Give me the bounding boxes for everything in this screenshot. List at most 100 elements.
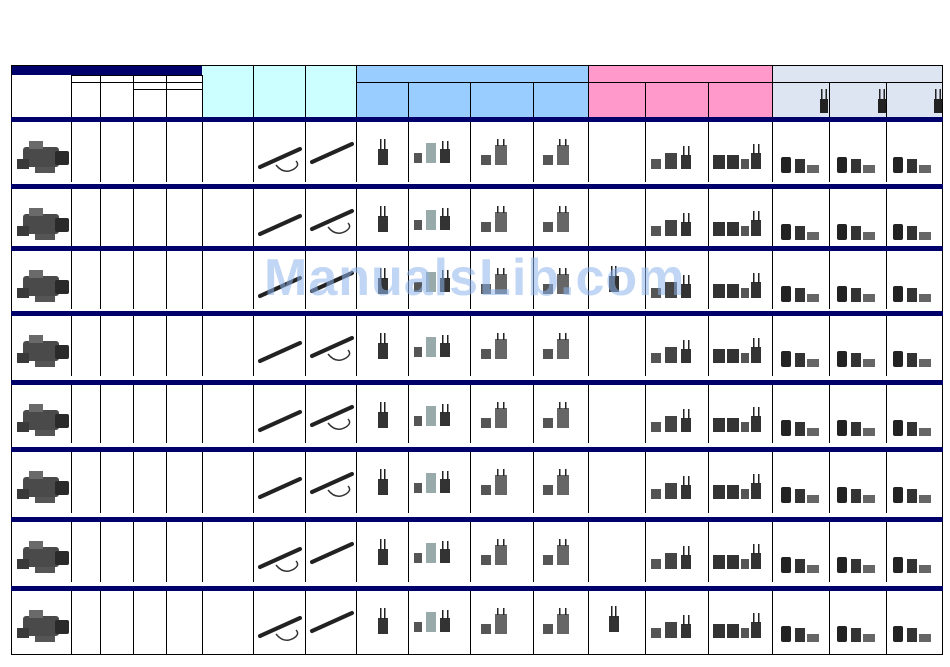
transmitter-kit-icon	[893, 286, 931, 302]
grid-line	[533, 189, 534, 246]
grid-line	[253, 65, 254, 117]
shotgun-mic-icon	[258, 276, 302, 298]
grid-line	[533, 522, 534, 582]
receiver-set-icon	[481, 402, 507, 428]
grid-line	[470, 385, 471, 443]
shotgun-mic-icon	[310, 142, 354, 164]
receiver-icon	[609, 266, 619, 292]
transmitter-kit-icon	[781, 286, 819, 302]
header-band-blue-top	[356, 65, 588, 82]
row-divider	[11, 447, 943, 452]
grid-line	[11, 65, 12, 655]
grid-line	[202, 251, 203, 309]
receiver-set-icon	[414, 541, 450, 563]
camcorder-icon	[17, 335, 69, 367]
grid-line	[202, 452, 203, 513]
grid-line	[71, 251, 72, 309]
receiver-set-icon	[414, 208, 450, 230]
grid-line	[305, 316, 306, 376]
grid-line	[305, 591, 306, 655]
receiver-set-icon	[481, 333, 507, 359]
grid-line	[100, 385, 101, 443]
grid-line	[71, 452, 72, 513]
grid-line	[71, 189, 72, 246]
grid-line	[166, 122, 167, 182]
receiver-set-icon	[543, 469, 569, 495]
transmitter-kit-icon	[781, 626, 819, 642]
grid-line	[772, 122, 773, 182]
receiver-set-icon	[543, 206, 569, 232]
shotgun-mic-icon	[310, 542, 354, 564]
grid-line	[100, 591, 101, 655]
grid-line	[533, 251, 534, 309]
grid-line	[202, 316, 203, 376]
grid-line	[829, 251, 830, 309]
receiver-set-icon	[414, 471, 450, 493]
grid-line	[645, 452, 646, 513]
receiver-set-icon	[543, 608, 569, 634]
grid-line	[133, 522, 134, 582]
grid-line	[772, 522, 773, 582]
grid-line	[253, 591, 254, 655]
row-divider	[11, 517, 943, 522]
grid-line	[166, 251, 167, 309]
grid-line	[356, 65, 357, 117]
header-band-pink-top	[588, 65, 772, 82]
transmitter-kit-icon	[837, 626, 875, 642]
grid-line	[645, 82, 646, 117]
grid-line	[100, 75, 101, 117]
grid-line	[829, 122, 830, 182]
grid-line	[166, 75, 167, 117]
receiver-icon	[378, 268, 388, 294]
shotgun-mic-with-cable-icon	[258, 616, 302, 641]
grid-line	[533, 82, 534, 117]
grid-line	[71, 75, 202, 76]
grid-line	[588, 316, 589, 376]
grid-line	[533, 591, 534, 655]
receiver-icon	[820, 89, 828, 113]
shotgun-mic-icon	[258, 477, 302, 499]
grid-line	[305, 65, 306, 117]
grid-line	[708, 522, 709, 582]
grid-line	[356, 122, 357, 182]
transmitter-set-icon	[713, 474, 761, 499]
transmitter-set-icon	[651, 476, 691, 499]
receiver-icon	[378, 206, 388, 232]
grid-line	[708, 452, 709, 513]
grid-line	[356, 316, 357, 376]
grid-line	[202, 591, 203, 655]
grid-line	[100, 522, 101, 582]
receiver-set-icon	[543, 539, 569, 565]
grid-line	[356, 591, 357, 655]
row-divider	[11, 184, 943, 189]
grid-line	[772, 591, 773, 655]
receiver-set-icon	[481, 139, 507, 165]
grid-line	[588, 452, 589, 513]
grid-line	[772, 316, 773, 376]
grid-line	[470, 316, 471, 376]
grid-line	[942, 65, 943, 655]
grid-line	[470, 522, 471, 582]
grid-line	[11, 65, 943, 66]
grid-line	[772, 385, 773, 443]
grid-line	[588, 522, 589, 582]
transmitter-kit-icon	[837, 420, 875, 436]
grid-line	[133, 189, 134, 246]
transmitter-kit-icon	[893, 626, 931, 642]
grid-line	[708, 82, 709, 117]
grid-line	[356, 251, 357, 309]
receiver-set-icon	[481, 469, 507, 495]
grid-line	[133, 385, 134, 443]
grid-line	[772, 82, 943, 83]
receiver-set-icon	[414, 404, 450, 426]
transmitter-set-icon	[651, 546, 691, 569]
grid-line	[356, 189, 357, 246]
grid-line	[305, 452, 306, 513]
grid-line	[470, 452, 471, 513]
grid-line	[166, 522, 167, 582]
grid-line	[356, 385, 357, 443]
shotgun-mic-icon	[258, 410, 302, 432]
receiver-icon	[378, 469, 388, 495]
transmitter-kit-icon	[893, 224, 931, 240]
transmitter-set-icon	[713, 211, 761, 236]
